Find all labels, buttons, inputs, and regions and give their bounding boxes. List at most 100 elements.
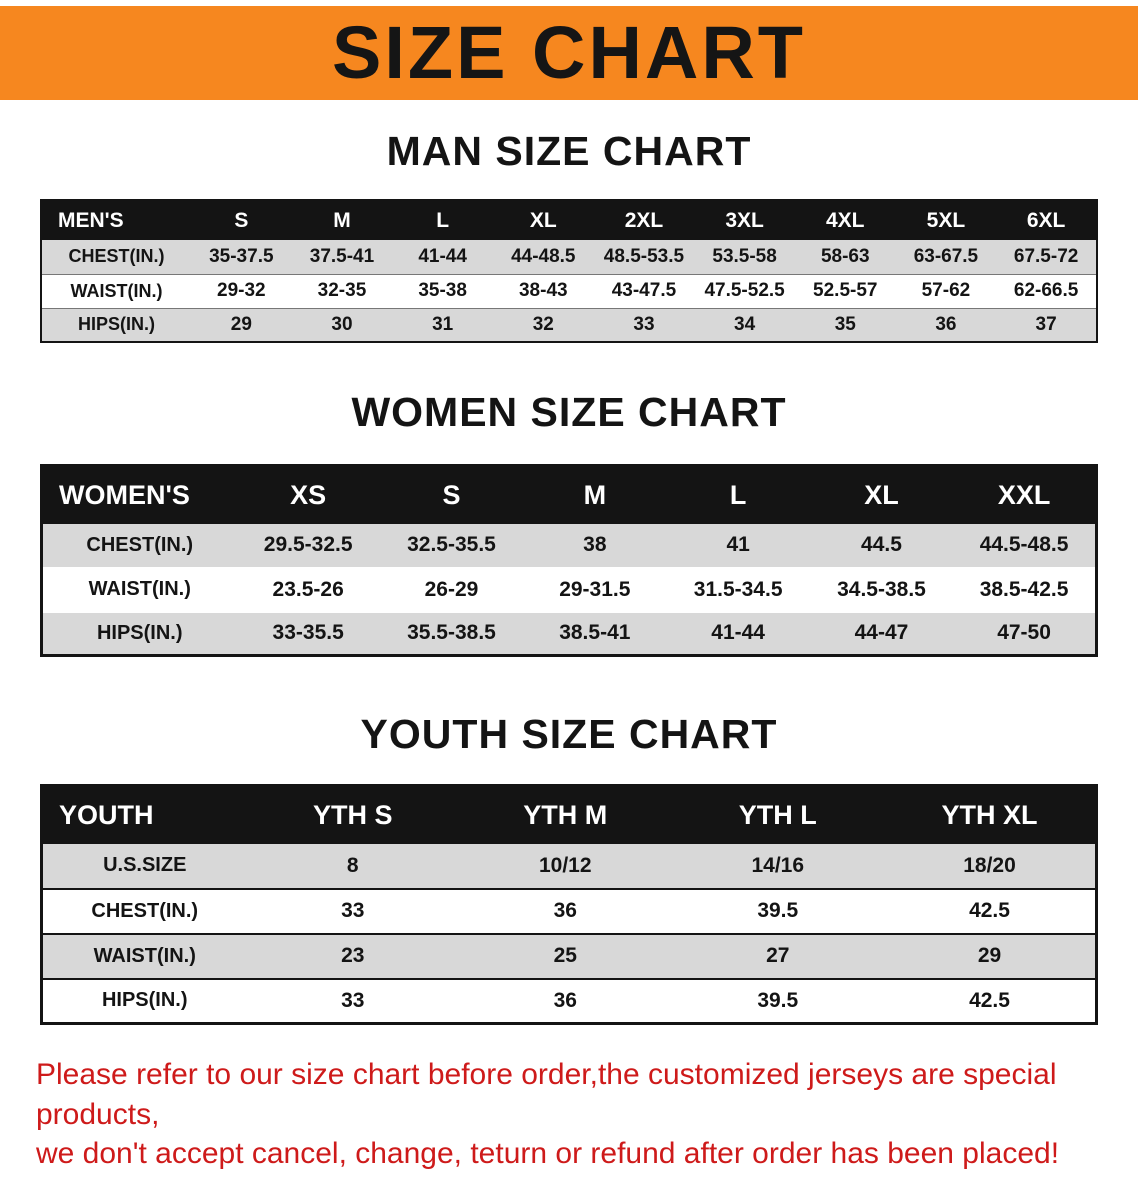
size-value-cell: 25 [553, 944, 577, 967]
size-column-header: XXL [953, 465, 1097, 524]
disclaimer-line-1: Please refer to our size chart before or… [36, 1058, 1057, 1131]
youth-section-heading: YOUTH SIZE CHART [360, 711, 778, 757]
size-value-cell: 62-66.5 [1013, 280, 1079, 301]
section-women: WOMEN SIZE CHART WOMEN'S XS S M L XL XXL CHEST(… [0, 389, 1138, 657]
table-corner-label: MEN'S [41, 200, 191, 240]
size-value-cell: 29-31.5 [559, 577, 631, 601]
women-size-table: WOMEN'S XS S M L XL XXL CHEST(IN.) 29.5-32.5 32.5… [40, 464, 1098, 657]
size-value-cell: 36 [935, 313, 957, 335]
size-value-cell: 41-44 [418, 245, 467, 267]
size-value-cell: 35-37.5 [209, 245, 274, 267]
size-value-cell: 42.5 [969, 899, 1010, 922]
size-value-cell: 52.5-57 [813, 280, 878, 301]
size-value-cell: 29 [230, 313, 252, 335]
row-label: WAIST(IN.) [70, 280, 163, 301]
size-value-cell: 37 [1035, 313, 1057, 335]
banner: SIZE CHART [0, 6, 1138, 100]
row-label: U.S.SIZE [103, 854, 187, 876]
row-label: HIPS(IN.) [77, 314, 155, 335]
size-value-cell: 36 [553, 988, 577, 1012]
men-section-heading: MAN SIZE CHART [386, 128, 752, 174]
size-column-header: S [191, 200, 292, 240]
size-value-cell: 37.5-41 [309, 245, 375, 267]
row-label: HIPS(IN.) [101, 989, 188, 1012]
table-row: HIPS(IN.) 33 36 39.5 42.5 [41, 978, 1097, 1024]
size-value-cell: 10/12 [538, 853, 592, 877]
size-column-header: YTH M [459, 785, 672, 844]
size-value-cell: 63-67.5 [913, 245, 979, 267]
size-value-cell: 41 [726, 533, 750, 556]
size-value-cell: 34.5-38.5 [837, 577, 926, 601]
size-value-cell: 44-48.5 [511, 245, 576, 267]
size-value-cell: 18/20 [963, 853, 1016, 877]
row-label: WAIST(IN.) [93, 944, 196, 967]
row-label: CHEST(IN.) [68, 246, 165, 267]
table-corner-label: YOUTH [41, 785, 247, 844]
size-value-cell: 36 [553, 899, 577, 922]
size-value-cell: 41-44 [711, 621, 765, 645]
size-column-header: XS [236, 465, 380, 524]
size-column-header: L [392, 200, 493, 240]
size-column-header: S [379, 465, 524, 524]
size-value-cell: 32 [532, 313, 554, 335]
table-row: WAIST(IN.) 23.5-26 26-29 29-31.5 31.5-34.5 34… [41, 567, 1097, 612]
size-column-header: M [523, 465, 667, 524]
table-header-row: WOMEN'S XS S M L XL XXL [41, 465, 1097, 524]
size-column-header: YTH L [671, 785, 884, 844]
size-value-cell: 44.5-48.5 [979, 533, 1069, 556]
size-value-cell: 38.5-41 [559, 621, 631, 645]
row-label: HIPS(IN.) [96, 621, 183, 644]
size-column-header: M [291, 200, 393, 240]
size-value-cell: 39.5 [757, 899, 799, 922]
size-value-cell: 29-32 [217, 280, 266, 301]
size-value-cell: 33-35.5 [272, 621, 344, 645]
row-label: CHEST(IN.) [86, 533, 194, 556]
size-value-cell: 30 [331, 313, 353, 335]
size-value-cell: 23.5-26 [272, 577, 344, 601]
table-row: CHEST(IN.) 29.5-32.5 32.5-35.5 38 41 44.5 44.5… [41, 523, 1097, 568]
table-header-row: MEN'S S M L XL 2XL 3XL 4XL 5XL 6XL [41, 200, 1097, 240]
size-value-cell: 34 [734, 313, 756, 335]
table-row: WAIST(IN.) 29-32 32-35 35-38 38-43 43-47.5 47.… [41, 274, 1097, 308]
size-value-cell: 47.5-52.5 [704, 280, 785, 301]
size-value-cell: 39.5 [757, 988, 799, 1012]
row-label: WAIST(IN.) [88, 578, 191, 600]
size-value-cell: 38-43 [518, 280, 568, 301]
size-value-cell: 35-38 [418, 280, 467, 301]
table-row: HIPS(IN.) 33-35.5 35.5-38.5 38.5-41 41-44 44-… [41, 611, 1097, 656]
size-value-cell: 43-47.5 [611, 280, 677, 301]
size-value-cell: 26-29 [424, 577, 479, 601]
size-value-cell: 29.5-32.5 [263, 533, 353, 556]
size-value-cell: 27 [766, 944, 790, 967]
table-row: HIPS(IN.) 29 30 31 32 33 34 35 36 37 [41, 308, 1097, 342]
size-column-header: L [666, 465, 810, 524]
size-value-cell: 38.5-42.5 [979, 577, 1069, 601]
size-value-cell: 44-47 [854, 621, 909, 645]
size-value-cell: 44.5 [861, 533, 902, 556]
size-value-cell: 42.5 [969, 988, 1010, 1012]
size-chart-page: SIZE CHART MAN SIZE CHART MEN'S S M L XL 2XL 3… [0, 6, 1138, 1174]
size-value-cell: 33 [341, 988, 365, 1012]
size-column-header: YTH XL [884, 785, 1097, 844]
section-men: MAN SIZE CHART MEN'S S M L XL 2XL 3XL 4XL 5XL 6XL… [0, 128, 1138, 343]
size-value-cell: 47-50 [997, 621, 1051, 645]
size-value-cell: 57-62 [921, 280, 971, 301]
size-value-cell: 14/16 [751, 853, 805, 877]
size-column-header: XL [809, 465, 954, 524]
table-row: WAIST(IN.) 23 25 27 29 [41, 933, 1097, 979]
size-value-cell: 67.5-72 [1013, 245, 1079, 267]
size-value-cell: 58-63 [820, 245, 870, 267]
row-label: CHEST(IN.) [91, 899, 199, 922]
size-value-cell: 38 [583, 533, 607, 556]
youth-size-table: YOUTH YTH S YTH M YTH L YTH XL U.S.SIZE 8 10/12… [40, 784, 1098, 1025]
size-column-header: 3XL [694, 200, 795, 240]
size-value-cell: 29 [977, 944, 1002, 967]
table-header-row: YOUTH YTH S YTH M YTH L YTH XL [41, 785, 1097, 844]
size-column-header: YTH S [246, 785, 459, 844]
size-value-cell: 33 [633, 313, 655, 335]
table-row: CHEST(IN.) 33 36 39.5 42.5 [41, 888, 1097, 934]
disclaimer: Please refer to our size chart before or… [36, 1055, 1102, 1174]
size-column-header: 4XL [794, 200, 896, 240]
size-value-cell: 33 [341, 899, 365, 922]
size-value-cell: 32.5-35.5 [407, 533, 496, 556]
